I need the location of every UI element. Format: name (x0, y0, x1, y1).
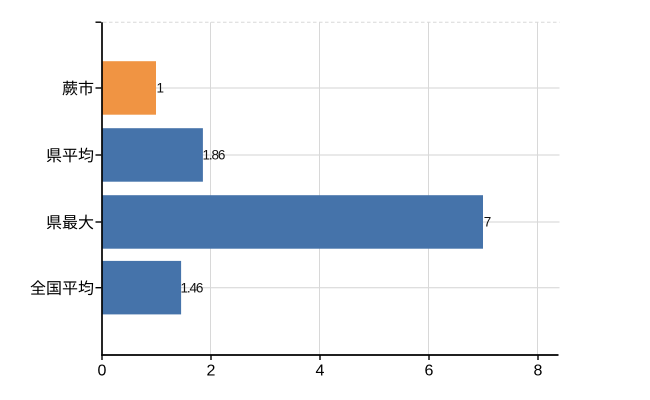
svg-text:2: 2 (207, 363, 216, 380)
svg-text:7: 7 (484, 215, 491, 230)
svg-text:1: 1 (157, 81, 164, 96)
svg-text:8: 8 (534, 363, 543, 380)
svg-text:4: 4 (316, 363, 325, 380)
svg-text:6: 6 (425, 363, 434, 380)
svg-text:0: 0 (98, 363, 107, 380)
svg-text:1.86: 1.86 (203, 148, 225, 163)
svg-text:1.46: 1.46 (181, 280, 203, 295)
